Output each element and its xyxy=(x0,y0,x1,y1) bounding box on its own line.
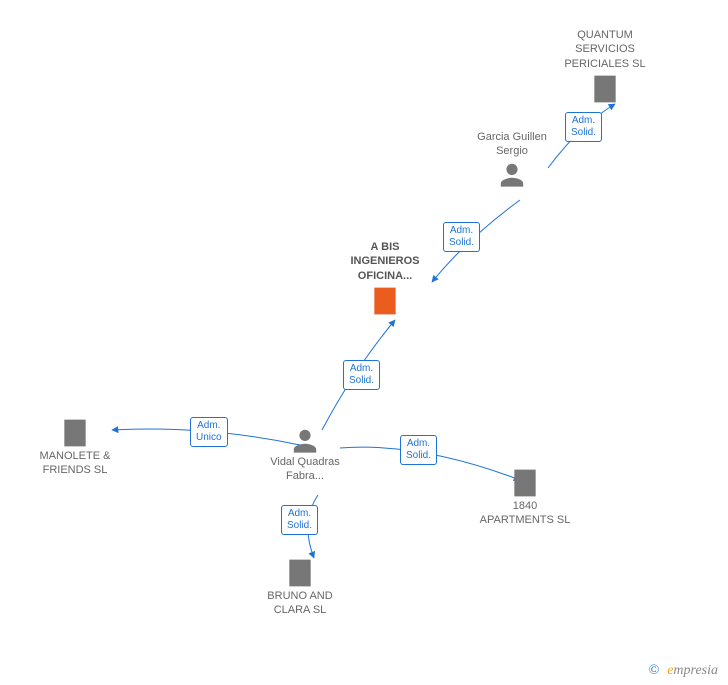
brand-name: empresia xyxy=(667,663,718,678)
edge-label-garcia-abis: Adm.Solid. xyxy=(443,222,480,252)
node-label: 1840 APARTMENTS SL xyxy=(475,499,575,528)
node-quantum[interactable]: QUANTUM SERVICIOS PERICIALES SL xyxy=(555,28,655,105)
edge-label-vidal-manolete: Adm.Unico xyxy=(190,417,228,447)
node-manolete[interactable]: MANOLETE & FRIENDS SL xyxy=(25,415,125,478)
network-canvas: QUANTUM SERVICIOS PERICIALES SL Garcia Gu… xyxy=(0,0,728,685)
building-icon xyxy=(369,285,401,317)
building-icon xyxy=(59,417,91,449)
node-label: MANOLETE & FRIENDS SL xyxy=(25,449,125,478)
node-label: QUANTUM SERVICIOS PERICIALES SL xyxy=(555,28,655,71)
copyright-symbol: © xyxy=(649,663,660,678)
edge-label-vidal-abis: Adm.Solid. xyxy=(343,360,380,390)
node-vidal[interactable]: Vidal Quadras Fabra... xyxy=(255,425,355,484)
node-garcia[interactable]: Garcia Guillen Sergio xyxy=(462,130,562,189)
node-label: A BIS INGENIEROS OFICINA... xyxy=(335,240,435,283)
node-label: Vidal Quadras Fabra... xyxy=(255,455,355,484)
edge-label-vidal-bruno: Adm.Solid. xyxy=(281,505,318,535)
node-abis[interactable]: A BIS INGENIEROS OFICINA... xyxy=(335,240,435,317)
node-apts[interactable]: 1840 APARTMENTS SL xyxy=(475,465,575,528)
watermark: © empresia xyxy=(649,661,718,679)
node-bruno[interactable]: BRUNO AND CLARA SL xyxy=(250,555,350,618)
building-icon xyxy=(509,467,541,499)
edge-label-vidal-apts: Adm.Solid. xyxy=(400,435,437,465)
building-icon xyxy=(284,557,316,589)
node-label: Garcia Guillen Sergio xyxy=(462,130,562,159)
node-label: BRUNO AND CLARA SL xyxy=(250,589,350,618)
person-icon xyxy=(291,427,319,455)
building-icon xyxy=(589,73,621,105)
person-icon xyxy=(498,161,526,189)
edge-label-garcia-quantum: Adm.Solid. xyxy=(565,112,602,142)
